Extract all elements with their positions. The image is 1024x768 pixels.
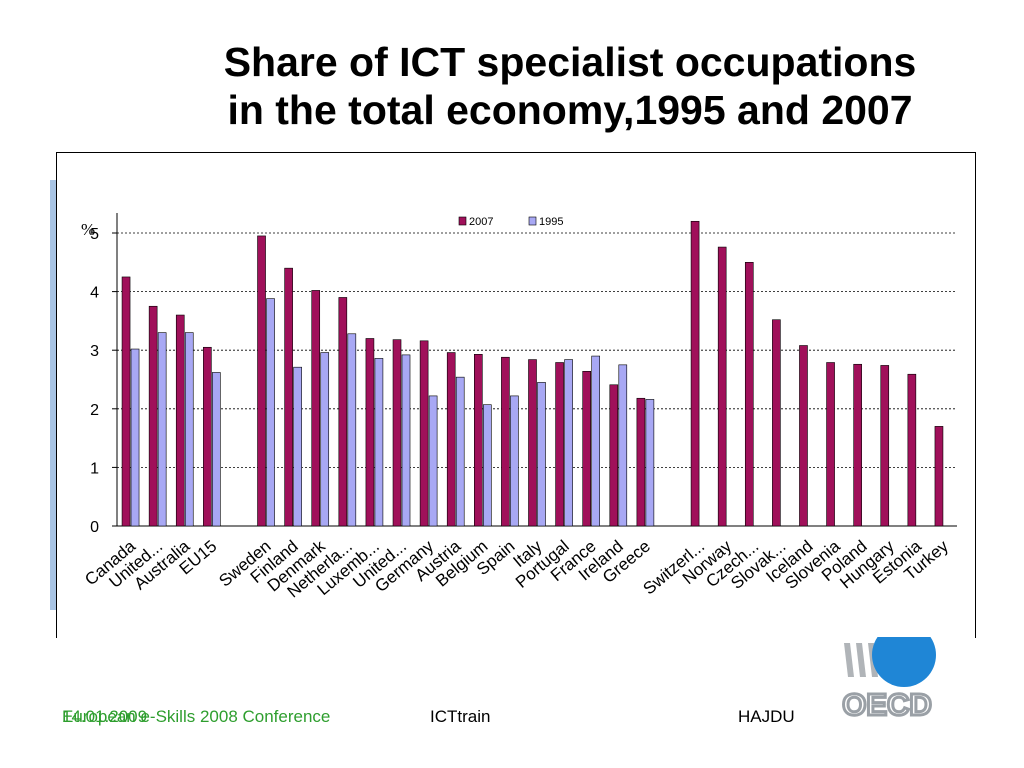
bar-2007	[717, 246, 727, 527]
bar-2007	[799, 345, 808, 527]
bar-1995	[483, 404, 492, 527]
y-tick-label: 5	[90, 226, 99, 243]
bar-1995	[455, 376, 465, 527]
bar-2007	[284, 267, 293, 527]
bar-1995	[184, 332, 194, 527]
bar-1995	[374, 358, 384, 527]
legend-swatch-2007	[458, 216, 467, 226]
bar-1995	[320, 352, 330, 527]
bar-1995	[157, 332, 167, 527]
bar-1995	[591, 355, 600, 527]
oecd-logo: OECD	[836, 623, 938, 724]
bar-2007	[826, 362, 835, 527]
bar-1995	[347, 333, 357, 527]
left-accent-bar	[50, 180, 57, 610]
bar-2007	[934, 426, 944, 527]
oecd-logo-text: OECD	[841, 686, 934, 724]
bar-2007	[311, 290, 321, 527]
legend-label-2007: 2007	[469, 216, 493, 228]
footer-project: ICTtrain	[430, 707, 491, 726]
bar-2007	[609, 384, 619, 527]
bar-1995	[293, 366, 302, 527]
slide-title-line1: Share of ICT specialist occupations	[223, 39, 917, 85]
bar-2007	[175, 314, 185, 527]
bar-1995	[645, 399, 655, 527]
bar-2007	[853, 363, 862, 527]
bar-2007	[690, 220, 700, 527]
bar-1995	[130, 348, 140, 527]
footer-date: 14.01.2009	[62, 707, 148, 726]
y-tick-label: 4	[90, 285, 99, 302]
bar-2007	[880, 365, 890, 527]
slide-title: Share of ICT specialist occupations in t…	[130, 38, 1010, 134]
y-tick-label: 3	[90, 343, 99, 360]
chart-frame: 0 1 2 3 4 5% 2007 1995 Canada United... Australia E…	[56, 152, 976, 638]
y-tick-label: 1	[90, 460, 99, 477]
bar-2007	[203, 346, 212, 527]
bar-2007	[446, 352, 456, 527]
bar-2007	[744, 262, 754, 527]
bar-1995	[564, 359, 573, 527]
bar-2007	[392, 339, 402, 527]
bar-1995	[510, 395, 519, 527]
bar-2007	[338, 297, 348, 527]
bar-1995	[266, 298, 275, 527]
bar-2007	[555, 362, 564, 527]
legend-label-1995: 1995	[539, 216, 563, 228]
bar-1995	[618, 364, 628, 527]
legend-swatch-1995	[528, 216, 537, 226]
bar-2007	[257, 235, 266, 527]
bar-2007	[772, 319, 781, 527]
bar-2007	[365, 338, 375, 527]
bar-2007	[501, 356, 510, 527]
bar-2007	[121, 276, 131, 527]
bar-1995	[428, 395, 438, 527]
bar-2007	[528, 359, 537, 527]
slide-title-line2: in the total economy,1995 and 2007	[227, 87, 913, 133]
bar-1995	[537, 382, 546, 527]
footer-conference: European e-Skills 2008 Conference	[62, 707, 331, 726]
bar-1995	[212, 372, 221, 527]
bar-2007	[907, 373, 917, 527]
y-tick-label: 0	[90, 519, 99, 536]
bar-2007	[419, 340, 429, 527]
bar-2007	[582, 370, 591, 527]
oecd-logo-icon	[844, 623, 936, 687]
bar-2007	[148, 305, 158, 527]
bar-1995	[401, 354, 411, 527]
y-axis-label: %	[81, 220, 95, 239]
bar-2007	[474, 354, 483, 527]
footer-author: HAJDU	[738, 707, 795, 726]
y-tick-label: 2	[90, 402, 99, 419]
bar-2007	[636, 397, 646, 527]
